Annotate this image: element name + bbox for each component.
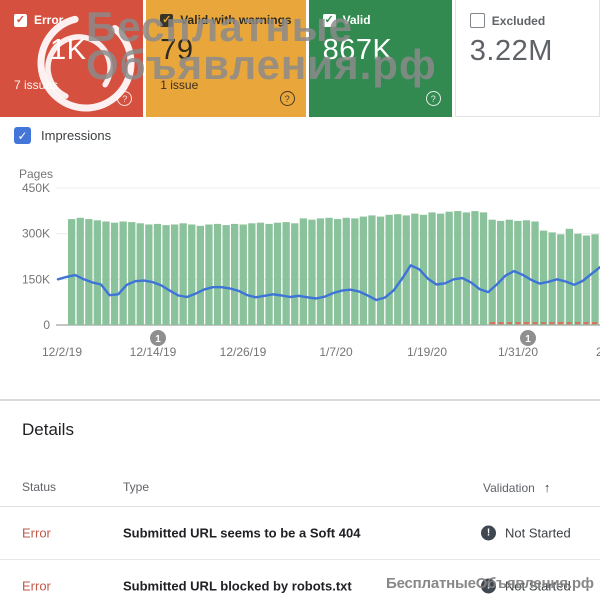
impressions-toggle[interactable]: ✓ Impressions: [14, 127, 111, 144]
row-validation-text: Not Started: [505, 578, 571, 594]
card-checkbox[interactable]: [469, 13, 485, 28]
x-axis-tick: 12/14/19: [130, 345, 177, 359]
checkmark-icon: ✓: [162, 13, 172, 26]
y-axis-tick: 0: [43, 318, 50, 332]
svg-text:1: 1: [525, 334, 531, 345]
table-row[interactable]: Error Submitted URL blocked by robots.tx…: [0, 560, 600, 600]
details-table-header: Status Type Validation ↑: [0, 480, 600, 505]
impressions-checkbox-icon: ✓: [14, 127, 31, 144]
help-icon[interactable]: ?: [117, 91, 133, 106]
card-label: Error: [34, 13, 64, 27]
card-value: 867K: [322, 34, 393, 66]
chart-y-axis-title: Pages: [19, 167, 54, 181]
y-axis-tick: 450K: [22, 181, 50, 195]
row-validation: ! Not Started: [481, 578, 571, 594]
card-issues-count: 1 issue: [160, 78, 199, 92]
card-label: Valid with warnings: [180, 13, 292, 27]
column-header-validation[interactable]: Validation ↑: [483, 480, 551, 495]
column-header-status[interactable]: Status: [22, 480, 57, 494]
x-axis-tick: 1/31/20: [498, 345, 538, 359]
table-row[interactable]: Error Submitted URL seems to be a Soft 4…: [0, 507, 600, 560]
svg-text:1: 1: [155, 334, 161, 345]
x-axis-ticks: 12/2/19 12/14/19 12/26/19 1/7/20 1/19/20 1/31…: [42, 345, 600, 359]
card-value: 1K: [50, 34, 87, 66]
help-icon[interactable]: ?: [425, 91, 441, 106]
impressions-label: Impressions: [41, 128, 112, 143]
coverage-chart[interactable]: 450K 300K 150K 0 12/2/19 12/14/19 12/26/19 1/7/…: [0, 180, 600, 368]
row-status: Error: [22, 525, 51, 541]
annotation-marker: [150, 330, 166, 346]
x-axis-tick: 12/26/19: [220, 345, 267, 359]
row-validation: ! Not Started: [481, 525, 571, 541]
status-card-excluded[interactable]: Excluded 3.22M: [454, 0, 600, 117]
row-type: Submitted URL seems to be a Soft 404: [123, 525, 361, 541]
section-divider: [0, 399, 600, 401]
x-axis-tick: 1/19/20: [407, 345, 447, 359]
x-axis-tick: 12/2/19: [42, 345, 82, 359]
help-icon[interactable]: ?: [279, 91, 295, 106]
card-label: Excluded: [491, 13, 546, 28]
details-title: Details: [22, 420, 74, 439]
not-started-icon: !: [481, 578, 496, 594]
card-label: Valid: [342, 13, 371, 27]
status-card-valid-warnings[interactable]: ✓ Valid with warnings 79 1 issue ?: [146, 0, 306, 117]
card-checkbox[interactable]: ✓: [322, 13, 336, 27]
x-axis-tick: 1/7/20: [319, 345, 353, 359]
card-checkbox[interactable]: ✓: [14, 13, 27, 27]
sort-ascending-icon: ↑: [543, 480, 551, 495]
checkmark-icon: ✓: [15, 13, 26, 26]
row-validation-text: Not Started: [505, 525, 571, 541]
status-card-valid[interactable]: ✓ Valid 867K ?: [308, 0, 452, 117]
row-type: Submitted URL blocked by robots.txt: [123, 578, 352, 594]
impressions-line: [56, 264, 600, 302]
card-value: 3.22M: [469, 35, 553, 67]
annotation-marker: [520, 330, 536, 346]
column-header-type[interactable]: Type: [123, 480, 150, 494]
y-axis-tick: 150K: [22, 272, 50, 286]
x-axis-tick: 2/12/20: [596, 345, 600, 359]
checkmark-icon: ✓: [324, 13, 334, 26]
summary-cards: ✓ Error 1K 7 issues ? ✓ Valid with warni…: [0, 0, 600, 117]
card-issues-count: 7 issues: [14, 78, 59, 92]
card-checkbox[interactable]: ✓: [160, 13, 174, 27]
details-table-body: Error Submitted URL seems to be a Soft 4…: [0, 506, 600, 600]
status-card-error[interactable]: ✓ Error 1K 7 issues ?: [0, 0, 144, 117]
valid-pages-bars: [68, 211, 599, 325]
not-started-icon: !: [481, 525, 496, 541]
row-status: Error: [22, 578, 51, 594]
y-axis-tick: 300K: [22, 227, 50, 241]
card-value: 79: [160, 34, 194, 66]
